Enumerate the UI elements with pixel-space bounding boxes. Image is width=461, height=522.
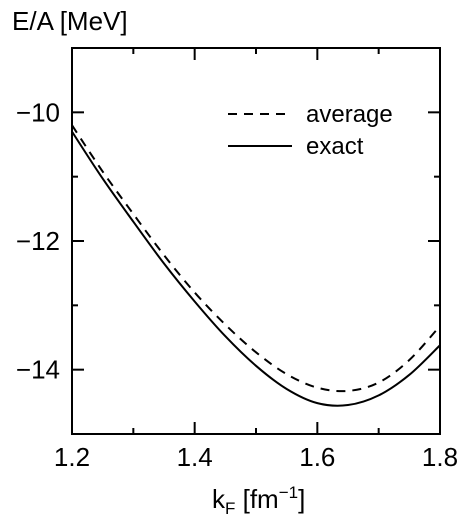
x-tick-label: 1.2 [54, 442, 90, 472]
ticks-group: 1.2 1.4 1.6 1.8 −10 −12 −14 [16, 47, 458, 472]
x-tick-label: 1.8 [422, 442, 458, 472]
x-axis-label: kF [fm−1] [212, 483, 305, 518]
x-tick-label: 1.6 [299, 442, 335, 472]
y-tick-label: −10 [16, 97, 60, 127]
series-line-average [71, 124, 441, 393]
legend-label-exact: exact [306, 133, 364, 160]
y-tick-label: −14 [16, 355, 60, 385]
series-line-exact [71, 131, 441, 407]
x-tick-label: 1.4 [177, 442, 213, 472]
y-tick-label: −12 [16, 226, 60, 256]
plot-area: 1.2 1.4 1.6 1.8 −10 −12 −14 [16, 47, 458, 472]
legend: average exact [228, 101, 393, 160]
legend-label-average: average [306, 101, 393, 128]
y-axis-label: E/A [MeV] [12, 6, 128, 36]
series-group [71, 124, 441, 407]
